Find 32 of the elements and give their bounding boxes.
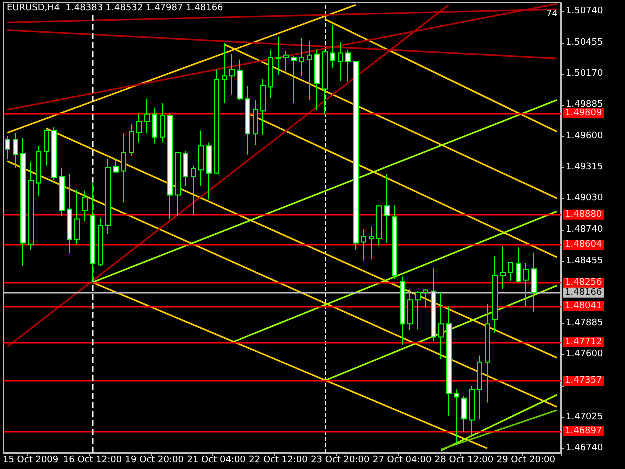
y-tick-label: 1.48455: [566, 256, 604, 266]
x-tick-label: 16 Oct 12:00: [63, 456, 122, 466]
x-tick-label: 22 Oct 12:00: [249, 456, 308, 466]
x-tick-label: 28 Oct 12:00: [434, 456, 494, 466]
ref-line-label: 1.48604: [565, 240, 602, 250]
x-tick-label: 15 Oct 2009: [2, 456, 59, 466]
ref-line-label: 1.48880: [565, 210, 602, 220]
y-tick-label: 1.50170: [566, 68, 604, 79]
ref-line-label: 1.47357: [565, 376, 602, 386]
y-tick-label: 1.48740: [566, 225, 604, 236]
x-tick-label: 29 Oct 20:00: [496, 456, 556, 466]
y-tick-label: 1.49030: [566, 194, 604, 204]
ref-line-label: 1.48256: [565, 278, 602, 288]
y-tick-label: 1.49315: [566, 162, 604, 172]
ref-line-label: 1.46897: [565, 426, 602, 436]
x-tick-label: 19 Oct 20:00: [125, 456, 184, 466]
y-tick-label: 1.47600: [566, 350, 604, 360]
ref-line-label: 1.48166: [565, 288, 602, 298]
x-tick-label: 23 Oct 20:00: [311, 456, 370, 466]
x-tick-label: 21 Oct 04:00: [187, 456, 246, 466]
y-tick-label: 1.50455: [566, 38, 604, 48]
ref-line-label: 1.47712: [565, 337, 602, 348]
y-tick-label: 1.47025: [566, 412, 604, 422]
annotation: 74: [546, 10, 558, 20]
x-tick-label: 27 Oct 04:00: [372, 456, 432, 466]
ref-line-label: 1.48041: [565, 302, 602, 312]
chart-title: EURUSD,H4 1.48383 1.48532 1.47987 1.48166: [7, 4, 224, 14]
y-tick-label: 1.46740: [566, 444, 604, 454]
y-tick-label: 1.49600: [566, 131, 604, 142]
y-tick-label: 1.47885: [566, 318, 604, 329]
y-tick-label: 1.50740: [566, 6, 604, 17]
ref-line-label: 1.49809: [565, 108, 602, 118]
